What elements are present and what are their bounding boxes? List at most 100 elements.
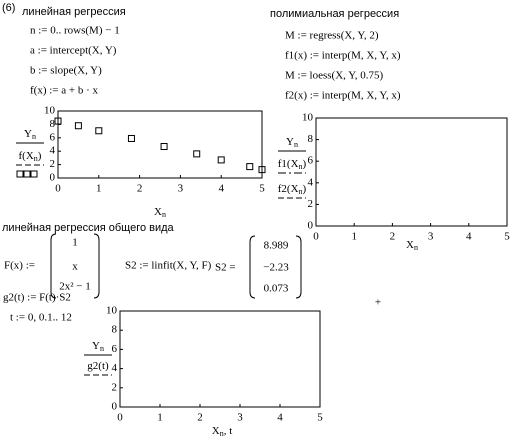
x-tick-label: 3 — [178, 183, 184, 195]
matrix-entry: −2.23 — [263, 262, 289, 274]
axis-label: g2(t) — [87, 360, 109, 372]
math-line: b := slope(X, Y) — [30, 65, 102, 77]
point-marker — [54, 117, 62, 125]
point-marker — [160, 143, 168, 151]
y-tick-label: 2 — [308, 198, 314, 210]
matrix-bracket — [93, 233, 100, 299]
plot-frame — [315, 117, 508, 227]
matrix-bracket — [249, 235, 256, 299]
label-text: f1(X — [278, 158, 299, 170]
matrix-bracket — [50, 233, 57, 299]
point-marker — [127, 134, 135, 142]
point-marker — [258, 166, 266, 174]
y-tick-label: 4 — [50, 145, 56, 157]
label-subscript: n — [220, 429, 224, 438]
cursor: + — [375, 297, 381, 309]
point-marker — [217, 156, 225, 164]
matrix-entry: x — [72, 261, 78, 273]
label-text: ) — [303, 183, 307, 195]
label-subscript: n — [32, 132, 36, 141]
legend-marker — [23, 170, 31, 178]
legend-marker — [16, 170, 24, 178]
heading: линейная регрессия — [22, 6, 126, 18]
x-tick-label: 5 — [504, 231, 510, 243]
axis-label: Xn — [154, 206, 166, 219]
region-label: (6) — [2, 2, 15, 14]
x-tick-label: 5 — [259, 183, 265, 195]
point-marker — [95, 127, 103, 135]
label-text: Y — [24, 128, 32, 140]
math-line: a := intercept(X, Y) — [30, 45, 117, 57]
x-tick-label: 4 — [466, 231, 472, 243]
math-line: f2(x) := interp(M, X, Y, x) — [285, 90, 401, 102]
x-tick-label: 0 — [55, 183, 61, 195]
matrix-entry: 8.989 — [264, 240, 289, 252]
x-tick-label: 2 — [197, 412, 203, 424]
plot-frame — [57, 110, 263, 179]
axis-label: Yn — [24, 128, 36, 141]
axis-label: Yn — [286, 136, 298, 149]
label-text: , t — [224, 425, 233, 437]
y-tick-label: 6 — [308, 155, 314, 167]
x-tick-label: 1 — [96, 183, 102, 195]
y-tick-label: 10 — [44, 105, 56, 117]
heading: полимиальная регрессия — [270, 8, 399, 20]
heading: линейная регрессия общего вида — [2, 222, 175, 234]
y-tick-label: 10 — [106, 305, 118, 317]
y-tick-label: 6 — [112, 343, 118, 355]
x-tick-label: 0 — [117, 412, 123, 424]
axis-label: f2(Xn) — [278, 183, 307, 196]
label-text: ) — [303, 158, 307, 170]
x-tick-label: 1 — [157, 412, 163, 424]
axis-label: Yn — [92, 340, 104, 353]
y-tick-label: 2 — [112, 381, 118, 393]
math-line: M := loess(X, Y, 0.75) — [285, 70, 384, 82]
axis-label: f(Xn) — [19, 150, 42, 163]
x-tick-label: 4 — [277, 412, 283, 424]
matrix-bracket — [295, 235, 302, 299]
x-tick-label: 4 — [218, 183, 224, 195]
point-marker — [193, 150, 201, 158]
legend-marker — [30, 170, 38, 178]
label-subscript: n — [299, 187, 303, 196]
y-tick-label: 8 — [112, 324, 118, 336]
label-subscript: n — [294, 140, 298, 149]
label-text: g2(t) — [87, 360, 109, 372]
label-text: X — [406, 239, 414, 251]
matrix-entry: 0.073 — [264, 283, 289, 295]
axis-label: Xn — [406, 239, 418, 252]
math-line: t := 0, 0.1.. 12 — [10, 312, 72, 324]
label-text: Y — [286, 136, 294, 148]
label-text: f(X — [19, 150, 34, 162]
matrix-entry: 1 — [72, 237, 78, 249]
axis-label: f1(Xn) — [278, 158, 307, 171]
label-text: X — [212, 425, 220, 437]
x-tick-label: 3 — [428, 231, 434, 243]
y-tick-label: 8 — [50, 118, 56, 130]
math-line: F(x) := — [4, 260, 35, 272]
math-line: S2 := linfit(X, Y, F) — [125, 260, 212, 272]
math-line: S2 = — [215, 262, 236, 274]
plot-frame — [119, 310, 321, 408]
label-text: X — [154, 206, 162, 218]
y-tick-label: 4 — [308, 176, 314, 188]
x-tick-label: 1 — [351, 231, 357, 243]
y-tick-label: 8 — [308, 133, 314, 145]
axis-label: Xn, t — [212, 425, 233, 438]
math-line: f1(x) := interp(M, X, Y, x) — [285, 50, 401, 62]
x-tick-label: 5 — [317, 412, 323, 424]
y-tick-label: 0 — [50, 172, 56, 184]
math-line: g2(t) := F(t)·S2 — [3, 292, 71, 304]
label-subscript: n — [299, 162, 303, 171]
x-tick-label: 2 — [137, 183, 143, 195]
x-tick-label: 0 — [313, 231, 319, 243]
label-subscript: n — [34, 154, 38, 163]
math-line: f(x) := a + b · x — [30, 85, 98, 97]
label-subscript: n — [100, 344, 104, 353]
math-line: n := 0.. rows(M) − 1 — [30, 25, 120, 37]
x-tick-label: 2 — [390, 231, 396, 243]
label-subscript: n — [414, 243, 418, 252]
y-tick-label: 0 — [112, 401, 118, 413]
y-tick-label: 4 — [112, 362, 118, 374]
